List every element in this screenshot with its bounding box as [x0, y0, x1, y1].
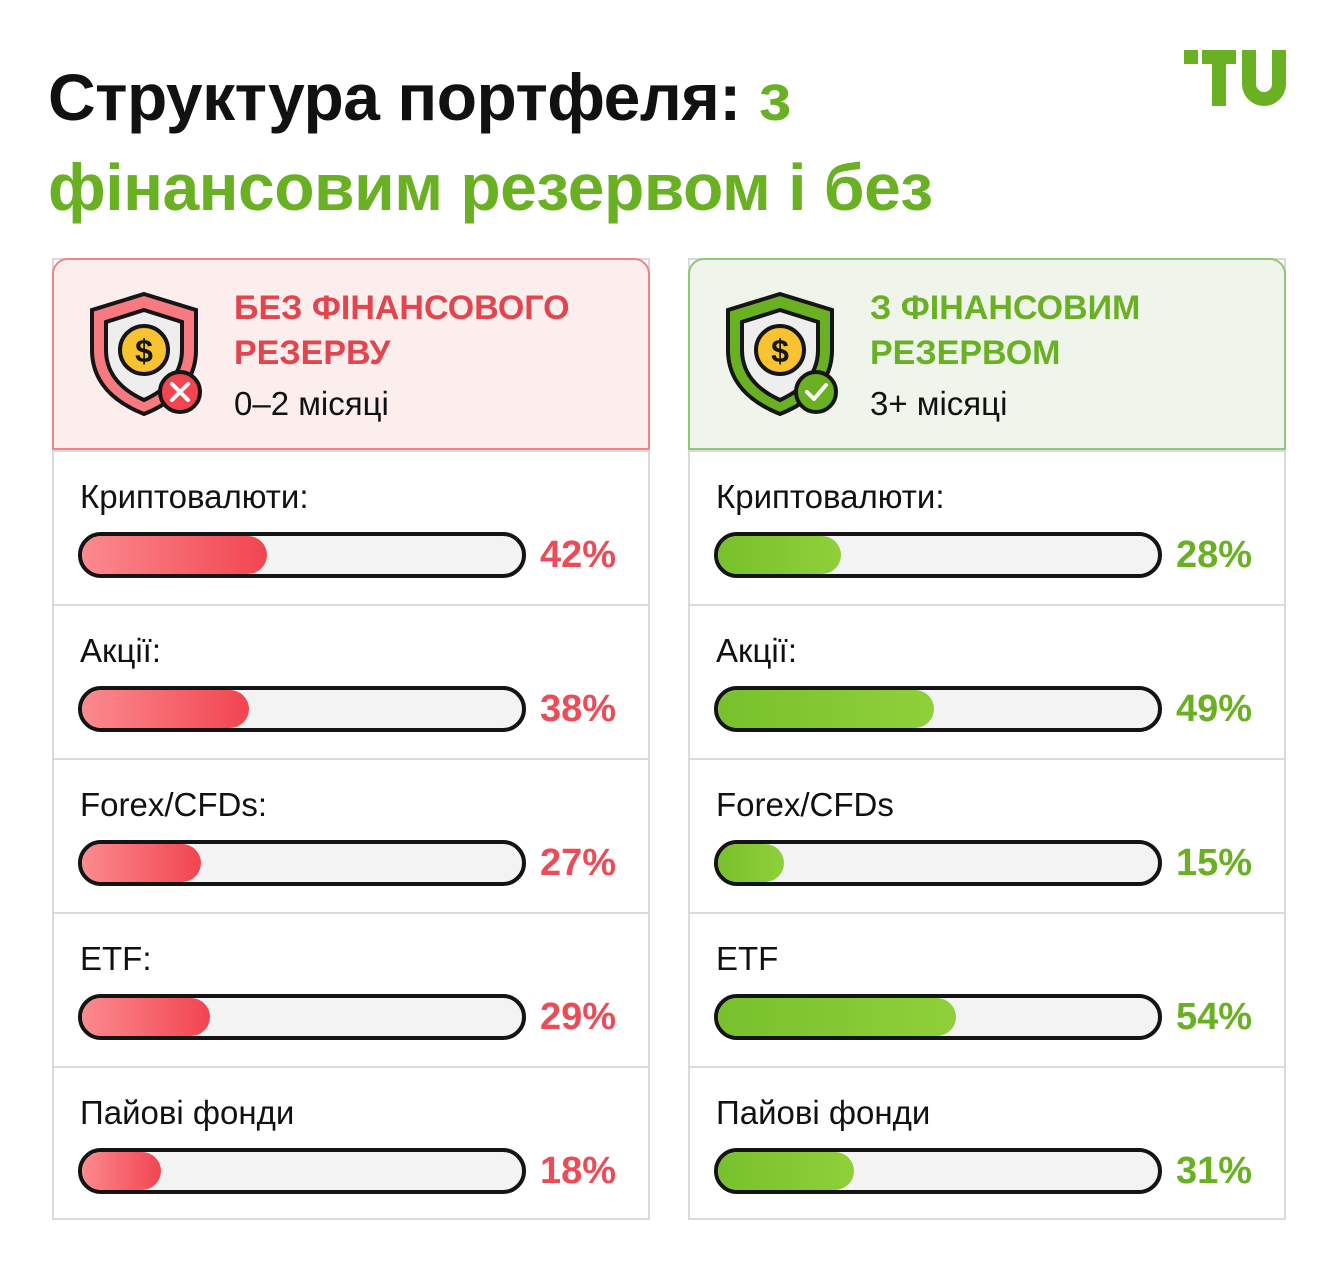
value-label: 38%	[540, 688, 617, 730]
panel-subtitle: 0–2 місяці	[234, 385, 389, 422]
panel-header: $ З ФІНАНСОВИМ РЕЗЕРВОМ 3+ місяці	[688, 258, 1286, 450]
category-label: Пайові фонди	[80, 1094, 295, 1131]
title-accent-2: фінансовим резервом і без	[48, 150, 933, 224]
panel-title: БЕЗ ФІНАНСОВОГО РЕЗЕРВУ	[234, 289, 570, 372]
bar-fill	[82, 844, 201, 882]
panel-without-reserve: $ БЕЗ ФІНАНСОВОГО РЕЗЕРВУ 0–2 місяці Кри…	[52, 258, 650, 1220]
bar-track	[78, 840, 526, 886]
bar-track	[714, 994, 1162, 1040]
category-label: Акції:	[716, 632, 798, 669]
bar-fill	[718, 690, 934, 728]
bar-row: ETF 54%	[690, 912, 1284, 1066]
bar-track	[78, 1148, 526, 1194]
category-label: Forex/CFDs:	[80, 786, 268, 823]
bar-fill	[82, 998, 210, 1036]
category-label: ETF:	[80, 940, 152, 977]
bar-track	[714, 840, 1162, 886]
panel-with-reserve: $ З ФІНАНСОВИМ РЕЗЕРВОМ 3+ місяці Крипто…	[688, 258, 1286, 1220]
bar-row: Акції: 49%	[690, 604, 1284, 758]
value-label: 18%	[540, 1150, 617, 1192]
bar-row: Пайові фонди 18%	[54, 1066, 648, 1220]
title-accent-1: з	[758, 60, 792, 134]
category-label: Forex/CFDs	[716, 786, 894, 823]
bar-track	[78, 994, 526, 1040]
bar-rows: Криптовалюти: 42% Акції: 38% Forex/CFDs: 27% E…	[54, 450, 648, 1220]
bar-track	[714, 532, 1162, 578]
bar-row: Акції: 38%	[54, 604, 648, 758]
bar-track	[78, 532, 526, 578]
value-label: 49%	[1176, 688, 1253, 730]
category-label: Криптовалюти:	[716, 478, 945, 515]
value-label: 42%	[540, 534, 617, 576]
category-label: ETF	[716, 940, 779, 977]
bar-fill	[718, 844, 784, 882]
panel-title: З ФІНАНСОВИМ РЕЗЕРВОМ	[870, 289, 1141, 372]
bar-fill	[82, 536, 267, 574]
bar-row: ETF: 29%	[54, 912, 648, 1066]
value-label: 31%	[1176, 1150, 1253, 1192]
svg-text:$: $	[135, 333, 153, 369]
bar-fill	[82, 1152, 162, 1190]
tu-logo	[1184, 50, 1286, 106]
title-main: Структура портфеля:	[48, 60, 759, 134]
page-title: Структура портфеля: з фінансовим резервом…	[48, 52, 1128, 232]
bar-fill	[718, 1152, 855, 1190]
bar-fill	[718, 998, 956, 1036]
bar-track	[714, 686, 1162, 732]
bar-row: Криптовалюти: 42%	[54, 450, 648, 604]
bar-row: Криптовалюти: 28%	[690, 450, 1284, 604]
bar-fill	[718, 536, 842, 574]
shield-dollar-check-icon: $	[726, 291, 838, 417]
bar-row: Forex/CFDs 15%	[690, 758, 1284, 912]
panel-subtitle: 3+ місяці	[870, 385, 1008, 422]
bar-row: Forex/CFDs: 27%	[54, 758, 648, 912]
category-label: Акції:	[80, 632, 162, 669]
bar-fill	[82, 690, 250, 728]
value-label: 28%	[1176, 534, 1253, 576]
value-label: 29%	[540, 996, 617, 1038]
value-label: 15%	[1176, 842, 1253, 884]
value-label: 27%	[540, 842, 617, 884]
bar-track	[714, 1148, 1162, 1194]
category-label: Криптовалюти:	[80, 478, 309, 515]
panel-header: $ БЕЗ ФІНАНСОВОГО РЕЗЕРВУ 0–2 місяці	[52, 258, 650, 450]
category-label: Пайові фонди	[716, 1094, 931, 1131]
bar-rows: Криптовалюти: 28% Акції: 49% Forex/CFDs 15% ET…	[690, 450, 1284, 1220]
bar-track	[78, 686, 526, 732]
svg-text:$: $	[771, 333, 789, 369]
shield-dollar-cross-icon: $	[90, 291, 202, 417]
value-label: 54%	[1176, 996, 1253, 1038]
bar-row: Пайові фонди 31%	[690, 1066, 1284, 1220]
